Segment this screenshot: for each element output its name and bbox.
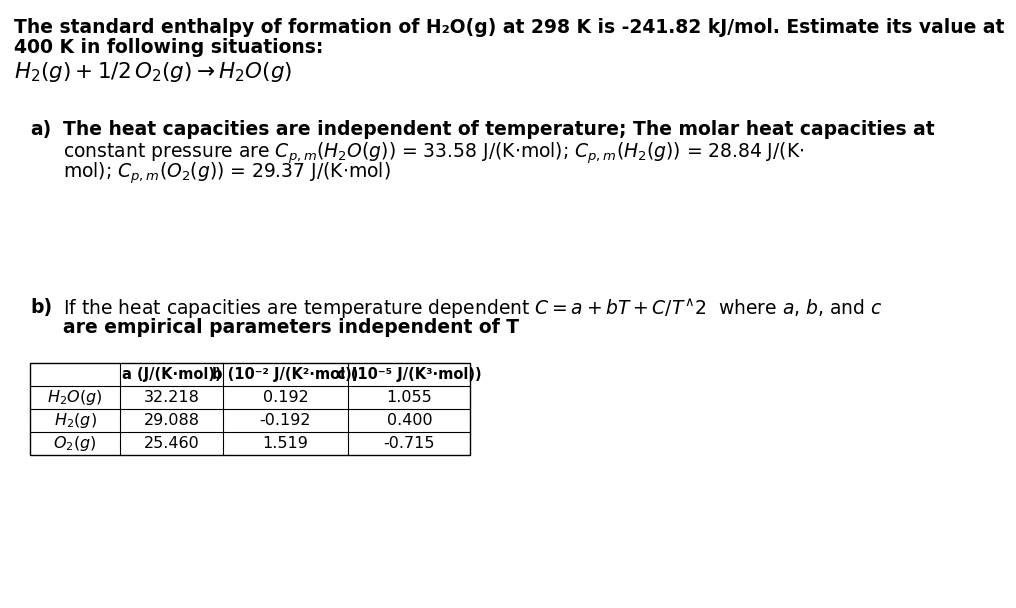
Text: constant pressure are $C_{p,m}(H_2O(g))$ = 33.58 J/(K$\cdot$mol); $C_{p,m}(H_2(g: constant pressure are $C_{p,m}(H_2O(g))$… bbox=[63, 140, 805, 165]
Text: 25.460: 25.460 bbox=[143, 436, 199, 451]
Text: -0.192: -0.192 bbox=[260, 413, 311, 428]
Text: The heat capacities are independent of temperature; The molar heat capacities at: The heat capacities are independent of t… bbox=[63, 120, 935, 139]
Text: 1.055: 1.055 bbox=[386, 390, 432, 405]
Text: b): b) bbox=[29, 298, 52, 317]
Text: c (10⁻⁵ J/(K³·mol)): c (10⁻⁵ J/(K³·mol)) bbox=[337, 367, 482, 382]
Bar bbox=[29, 363, 470, 455]
Text: -0.715: -0.715 bbox=[384, 436, 435, 451]
Text: The standard enthalpy of formation of H₂O(g) at 298 K is -241.82 kJ/mol. Estimat: The standard enthalpy of formation of H₂… bbox=[14, 18, 1005, 37]
Text: 29.088: 29.088 bbox=[143, 413, 199, 428]
Text: 0.192: 0.192 bbox=[262, 390, 309, 405]
Text: 1.519: 1.519 bbox=[262, 436, 309, 451]
Text: mol); $C_{p,m}(O_2(g))$ = 29.37 J/(K$\cdot$mol): mol); $C_{p,m}(O_2(g))$ = 29.37 J/(K$\cd… bbox=[63, 160, 391, 185]
Text: $H_2(g) + 1/2\,O_2(g) \rightarrow H_2O(g)$: $H_2(g) + 1/2\,O_2(g) \rightarrow H_2O(g… bbox=[14, 60, 293, 84]
Text: a): a) bbox=[29, 120, 51, 139]
Text: If the heat capacities are temperature dependent $C = a + bT + C/T^{\wedge}2$  w: If the heat capacities are temperature d… bbox=[63, 298, 883, 322]
Text: 32.218: 32.218 bbox=[143, 390, 199, 405]
Text: are empirical parameters independent of T: are empirical parameters independent of … bbox=[63, 318, 519, 337]
Text: $H_2(g)$: $H_2(g)$ bbox=[54, 411, 97, 430]
Text: a (J/(K·mol)): a (J/(K·mol)) bbox=[122, 367, 221, 382]
Text: $O_2(g)$: $O_2(g)$ bbox=[54, 434, 97, 453]
Text: 400 K in following situations:: 400 K in following situations: bbox=[14, 38, 323, 57]
Text: 0.400: 0.400 bbox=[386, 413, 432, 428]
Text: b (10⁻² J/(K²·mol)): b (10⁻² J/(K²·mol)) bbox=[212, 367, 359, 382]
Text: $H_2O(g)$: $H_2O(g)$ bbox=[48, 388, 103, 407]
